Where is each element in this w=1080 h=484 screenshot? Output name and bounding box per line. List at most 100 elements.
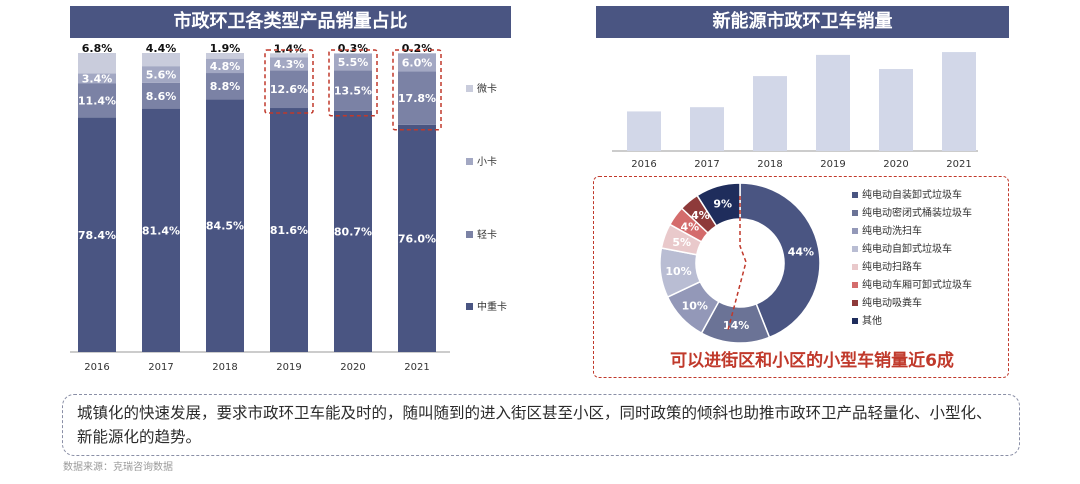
bar-segment — [398, 124, 436, 352]
donut-caption: 可以进街区和小区的小型车销量近6成 — [670, 351, 954, 371]
donut-data-label: 10% — [682, 299, 708, 312]
legend-label: 其他 — [862, 314, 882, 327]
bar-data-label: 84.5% — [206, 220, 244, 233]
legend-label: 小卡 — [477, 155, 497, 168]
donut-data-label: 10% — [665, 265, 691, 278]
donut-divider-line — [727, 196, 747, 331]
sales-bar — [879, 69, 913, 151]
donut-data-label: 4% — [680, 221, 699, 234]
highlight-box — [328, 49, 378, 117]
bar-data-label: 1.4% — [274, 42, 305, 55]
bar-data-label: 4.4% — [146, 42, 177, 55]
bar-data-label: 81.6% — [270, 224, 308, 237]
legend-swatch — [852, 282, 858, 288]
legend-swatch — [466, 231, 473, 238]
bar-data-label: 4.3% — [274, 58, 305, 71]
sales-bar — [816, 54, 850, 151]
sales-bar — [753, 76, 787, 151]
bar-segment — [270, 53, 308, 58]
legend-label: 纯电动自卸式垃圾车 — [862, 242, 952, 255]
legend-swatch — [852, 192, 858, 198]
bar-data-label: 3.4% — [82, 72, 113, 85]
x-tick-label: 2019 — [276, 362, 301, 373]
legend-label: 纯电动洗扫车 — [862, 224, 922, 237]
bar-data-label: 76.0% — [398, 232, 436, 245]
legend-swatch — [852, 246, 858, 252]
source-note: 数据来源：克瑞咨询数据 — [63, 462, 173, 473]
donut-data-label: 44% — [788, 245, 814, 258]
bar-data-label: 5.5% — [338, 56, 369, 69]
donut-slice — [739, 182, 821, 339]
x-tick-label: 2017 — [694, 159, 719, 170]
legend-label: 纯电动密闭式桶装垃圾车 — [862, 206, 972, 219]
bar-data-label: 8.8% — [210, 80, 241, 93]
bar-segment — [398, 53, 436, 54]
bar-segment — [334, 110, 372, 352]
highlight-box — [264, 49, 314, 114]
legend-swatch — [852, 228, 858, 234]
bar-segment — [142, 108, 180, 352]
bar-data-label: 8.6% — [146, 90, 177, 103]
bar-data-label: 13.5% — [334, 85, 372, 98]
donut-data-label: 5% — [672, 236, 691, 249]
right-chart-title: 新能源市政环卫车销量 — [596, 6, 1009, 38]
left-chart-title: 市政环卫各类型产品销量占比 — [70, 6, 511, 38]
donut-data-label: 9% — [713, 197, 732, 210]
bar-data-label: 11.4% — [78, 95, 116, 108]
x-tick-label: 2019 — [820, 159, 845, 170]
bar-segment — [270, 70, 308, 109]
legend-label: 纯电动车厢可卸式垃圾车 — [862, 278, 972, 291]
bar-segment — [142, 53, 180, 67]
bar-data-label: 5.6% — [146, 69, 177, 82]
donut-slice — [696, 182, 741, 227]
x-tick-label: 2020 — [883, 159, 908, 170]
bar-segment — [398, 71, 436, 125]
legend-swatch — [466, 85, 473, 92]
bar-segment — [206, 73, 244, 100]
bar-data-label: 17.8% — [398, 92, 436, 105]
highlight-box — [392, 49, 442, 131]
bar-segment — [206, 58, 244, 74]
legend-swatch — [466, 303, 473, 310]
legend-label: 纯电动自装卸式垃圾车 — [862, 188, 962, 201]
bar-segment — [78, 83, 116, 118]
legend-swatch — [852, 300, 858, 306]
sales-bar — [627, 111, 661, 151]
bar-data-label: 1.9% — [210, 42, 241, 55]
bar-segment — [142, 66, 180, 83]
donut-data-label: 4% — [691, 209, 710, 222]
legend-swatch — [852, 318, 858, 324]
bar-segment — [398, 53, 436, 72]
legend-label: 轻卡 — [477, 228, 497, 241]
bar-segment — [78, 53, 116, 74]
bar-data-label: 0.2% — [402, 42, 433, 55]
legend-swatch — [852, 264, 858, 270]
legend-label: 纯电动扫路车 — [862, 260, 922, 273]
x-tick-label: 2020 — [340, 362, 365, 373]
bar-segment — [270, 57, 308, 71]
bar-segment — [142, 82, 180, 109]
bar-segment — [206, 99, 244, 352]
summary-text: 城镇化的快速发展，要求市政环卫车能及时的，随叫随到的进入街区甚至小区，同时政策的… — [62, 394, 1020, 456]
bar-data-label: 0.3% — [338, 42, 369, 55]
x-tick-label: 2016 — [631, 159, 656, 170]
bar-segment — [334, 70, 372, 111]
legend-swatch — [852, 210, 858, 216]
bar-data-label: 80.7% — [334, 225, 372, 238]
bar-data-label: 4.8% — [210, 60, 241, 73]
x-tick-label: 2018 — [212, 362, 237, 373]
legend-swatch — [466, 158, 473, 165]
x-tick-label: 2016 — [84, 362, 109, 373]
bar-data-label: 12.6% — [270, 83, 308, 96]
x-tick-label: 2021 — [946, 159, 971, 170]
legend-label: 纯电动吸粪车 — [862, 296, 922, 309]
bar-data-label: 6.8% — [82, 42, 113, 55]
x-tick-label: 2021 — [404, 362, 429, 373]
sales-bar — [942, 52, 976, 151]
bar-segment — [78, 73, 116, 84]
bar-data-label: 81.4% — [142, 224, 180, 237]
legend-label: 微卡 — [477, 82, 497, 95]
